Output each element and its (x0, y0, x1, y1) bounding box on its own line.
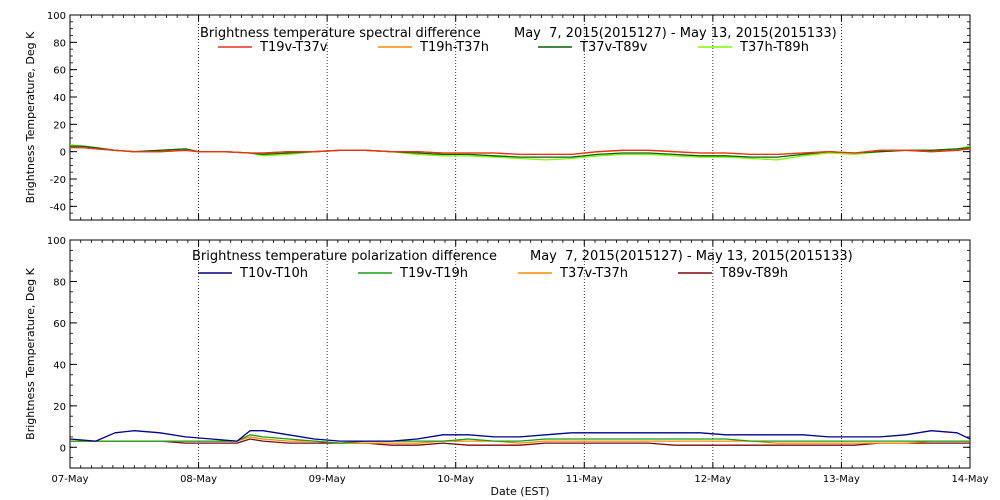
x-tick-labels: 07-May 08-May 09-May 10-May 11-May 12-May 13-M… (51, 474, 988, 485)
y-tick-label: 80 (53, 38, 66, 49)
y-tick-label: 40 (53, 93, 66, 104)
plot-frame (69, 14, 971, 221)
y-tick-label: 0 (60, 443, 66, 454)
series-line-T89v-T89h (70, 438, 970, 446)
x-tick-label: 10-May (437, 474, 474, 485)
chart-title: Brightness temperature polarization diff… (192, 249, 497, 264)
x-tick-label: 13-May (823, 474, 860, 485)
legend-label: T19h-T37h (419, 40, 489, 55)
day-gridlines (198, 15, 842, 220)
y-tick-label: 20 (53, 402, 66, 413)
spectral-difference-panel: -40 -20 0 20 40 60 80 100 Brightness temperatur… (24, 11, 971, 221)
y-axis-label: Brightness Temperature, Deg K (24, 267, 37, 439)
ticks (69, 239, 971, 469)
x-tick-label: 12-May (694, 474, 731, 485)
legend-label: T10v-T10h (239, 266, 308, 281)
legend-label: T89v-T89h (719, 266, 788, 281)
y-tick-label: 100 (47, 236, 66, 247)
plot-frame (69, 239, 971, 469)
y-tick-label: 40 (53, 360, 66, 371)
y-tick-label: -40 (50, 202, 66, 213)
y-tick-labels: -40 -20 0 20 40 60 80 100 (47, 11, 66, 213)
legend-label: T19v-T37v (259, 40, 328, 55)
series-line-T19v-T37v (70, 146, 971, 156)
series-line-T19v-T19h (70, 434, 970, 444)
day-gridlines (198, 240, 842, 468)
chart-title: Brightness temperature spectral differen… (200, 26, 481, 41)
legend-label: T37h-T89h (739, 40, 809, 55)
series-lines (69, 144, 971, 161)
ticks (69, 14, 971, 221)
date-range: May 7, 2015(2015127) - May 13, 2015(2015… (514, 26, 837, 41)
y-tick-label: 0 (60, 148, 66, 159)
legend-label: T37v-T37h (559, 266, 628, 281)
x-tick-label: 09-May (309, 474, 346, 485)
x-tick-label: 11-May (566, 474, 603, 485)
y-tick-label: 60 (53, 66, 66, 77)
y-axis-label: Brightness Temperature, Deg K (24, 31, 37, 203)
x-axis-label: Date (EST) (490, 485, 549, 498)
x-tick-label: 14-May (951, 474, 988, 485)
date-range: May 7, 2015(2015127) - May 13, 2015(2015… (530, 249, 853, 264)
legend-label: T19v-T19h (399, 266, 468, 281)
polarization-difference-panel: 0 20 40 60 80 100 Brightness temperature pola… (24, 236, 989, 498)
y-tick-label: 60 (53, 319, 66, 330)
series-line-T10v-T10h (69, 430, 971, 442)
y-tick-label: 20 (53, 120, 66, 131)
y-tick-label: 80 (53, 277, 66, 288)
y-tick-label: 100 (47, 11, 66, 22)
y-tick-label: -20 (50, 175, 66, 186)
legend-label: T37v-T89v (579, 40, 648, 55)
x-tick-label: 07-May (51, 474, 88, 485)
legend: T10v-T10h T19v-T19h T37v-T37h T89v-T89h (198, 266, 788, 281)
x-tick-label: 08-May (180, 474, 217, 485)
series-lines (69, 430, 971, 446)
y-tick-labels: 0 20 40 60 80 100 (47, 236, 66, 454)
legend: T19v-T37v T19h-T37h T37v-T89v T37h-T89h (218, 40, 809, 55)
